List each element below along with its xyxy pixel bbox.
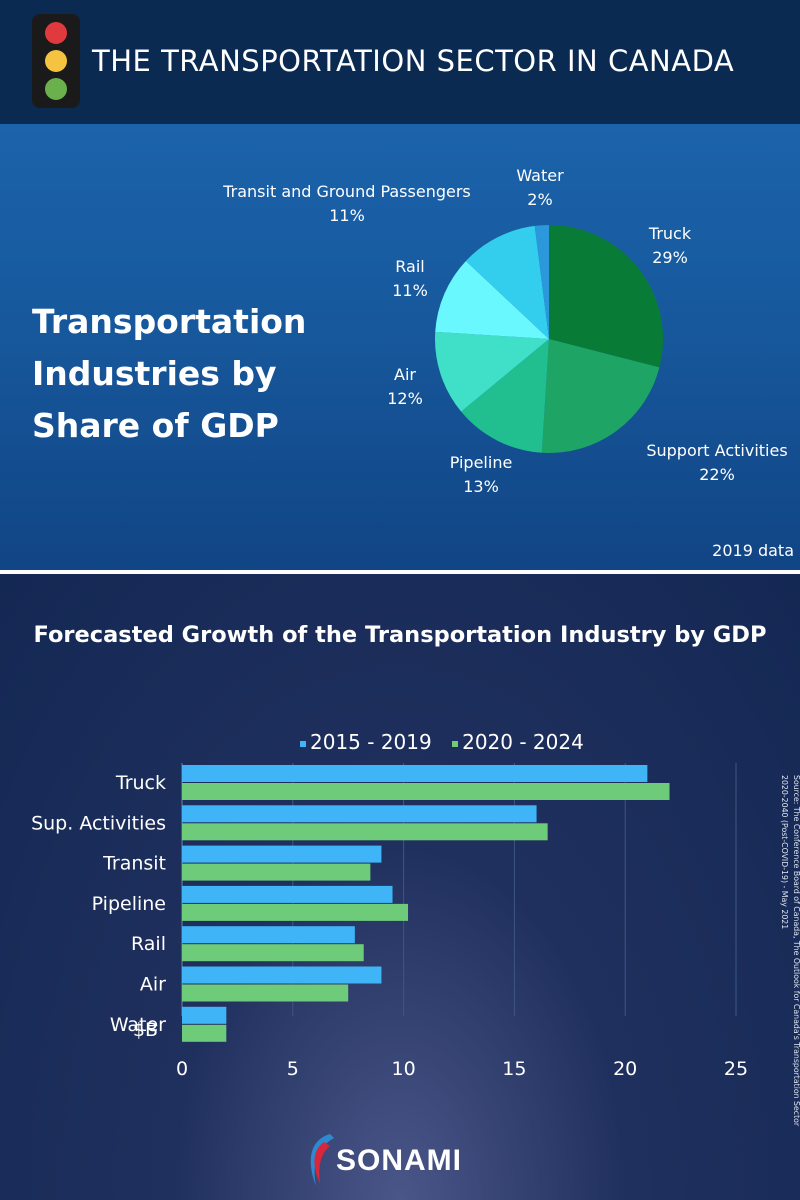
bar-truck-series-2 xyxy=(182,783,670,800)
pie-label-transit: Transit and Ground Passengers 11% xyxy=(223,182,471,225)
bar-category-label: Air xyxy=(140,974,166,996)
bar-x-tick-label: 15 xyxy=(502,1058,526,1080)
bar-category-label: Truck xyxy=(115,772,166,794)
page-title: THE TRANSPORTATION SECTOR IN CANADA xyxy=(92,44,735,78)
legend-item-2015-2019: 2015 - 2019 xyxy=(300,730,432,754)
traffic-light-yellow xyxy=(45,50,67,72)
bar-axis-unit-label: $B xyxy=(133,1019,158,1041)
bar-category-label: Rail xyxy=(131,933,166,955)
pie-heading-line: Transportation xyxy=(32,302,307,341)
pie-slice-support-activities xyxy=(541,339,660,454)
bar-x-tick-label: 0 xyxy=(176,1058,188,1080)
bar-category-label: Pipeline xyxy=(92,893,166,915)
pie-slice-rail xyxy=(435,260,549,339)
pie-label-rail: Rail 11% xyxy=(392,257,428,300)
pie-slice-truck xyxy=(549,225,663,368)
pie-slice-transit-and-ground-passengers xyxy=(465,225,549,339)
bar-water-series-1 xyxy=(182,1006,227,1024)
bar-transit-series-1 xyxy=(182,845,382,863)
traffic-light-green xyxy=(45,78,67,100)
pie-heading: Transportation Industries by Share of GD… xyxy=(32,296,332,452)
bar-water-series-2 xyxy=(182,1024,227,1042)
section-divider xyxy=(0,570,800,574)
bar-category-label: Transit xyxy=(102,853,166,875)
bar-x-tick-label: 25 xyxy=(724,1058,748,1080)
bar-category-label: Sup. Activities xyxy=(31,812,166,834)
pie-heading-line: Industries by xyxy=(32,354,277,393)
traffic-light-icon xyxy=(32,14,80,108)
traffic-light-red xyxy=(45,22,67,44)
legend-swatch-2015-2019 xyxy=(300,740,306,747)
bar-truck-series-1 xyxy=(182,765,648,782)
bar-x-tick-label: 5 xyxy=(287,1058,299,1080)
bar-sup-activities-series-2 xyxy=(182,823,548,841)
pie-chart xyxy=(435,225,663,454)
source-line: 2020-2040 (Post-COVID-19) - May 2021 xyxy=(780,775,789,930)
source-note: Source: The Conference Board of Canada, … xyxy=(776,775,800,1163)
pie-slice-water xyxy=(534,225,549,339)
year-note: 2019 data xyxy=(712,541,794,560)
bar-x-tick-label: 20 xyxy=(613,1058,637,1080)
pie-label-water: Water 2% xyxy=(516,166,564,209)
bar-x-tick-label: 10 xyxy=(392,1058,416,1080)
bar-panel xyxy=(0,574,800,1200)
pie-panel xyxy=(0,124,800,570)
pie-heading-line: Share of GDP xyxy=(32,406,279,445)
bar-air-series-1 xyxy=(182,966,382,984)
bar-sup-activities-series-1 xyxy=(182,805,537,823)
bar-pipeline-series-1 xyxy=(182,885,393,903)
pie-label-air: Air 12% xyxy=(387,365,423,408)
bar-pipeline-series-2 xyxy=(182,903,409,921)
pie-label-truck: Truck 29% xyxy=(648,224,692,267)
bar-rail-series-2 xyxy=(182,944,364,962)
pie-slice-air xyxy=(435,331,549,412)
pie-label-pipeline: Pipeline 13% xyxy=(449,453,513,496)
bar-legend: 2015 - 2019 2020 - 2024 xyxy=(300,730,598,754)
sonami-logo-icon xyxy=(310,1134,334,1186)
bar-rail-series-1 xyxy=(182,926,355,944)
bar-air-series-2 xyxy=(182,984,349,1002)
header-bar: THE TRANSPORTATION SECTOR IN CANADA xyxy=(0,0,800,124)
pie-label-support-activities: Support Activities 22% xyxy=(646,441,788,484)
legend-item-2020-2024: 2020 - 2024 xyxy=(452,730,584,754)
sonami-logo-text: SONAMI xyxy=(336,1144,462,1177)
legend-swatch-2020-2024 xyxy=(452,740,459,747)
source-line: Source: The Conference Board of Canada, … xyxy=(792,775,800,1127)
bar-category-label: Water xyxy=(110,1014,166,1036)
sonami-logo: SONAMI xyxy=(300,1130,500,1190)
pie-slice-pipeline xyxy=(461,339,549,453)
bar-transit-series-2 xyxy=(182,863,371,881)
bar-chart-title: Forecasted Growth of the Transportation … xyxy=(33,622,767,648)
